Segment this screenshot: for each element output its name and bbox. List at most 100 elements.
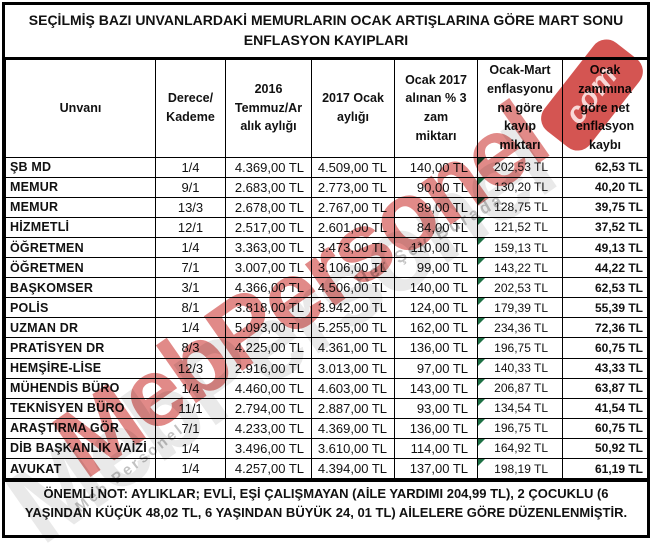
kayip-cell: 140,33 TL (477, 357, 563, 379)
derece-cell: 12/1 (155, 216, 226, 238)
excel-error-marker-icon (478, 157, 485, 165)
zam-cell: 84,00 TL (394, 216, 478, 238)
aylik-2017-cell: 2.887,00 TL (311, 397, 395, 419)
excel-error-marker-icon (478, 438, 485, 446)
aylik-2016-cell: 5.093,00 TL (225, 317, 312, 339)
aylik-2017-cell: 4.369,00 TL (311, 417, 395, 439)
net-kayip-cell: 43,33 TL (562, 357, 648, 379)
aylik-2016-cell: 4.257,00 TL (225, 457, 312, 480)
col-header-unvan: Unvanı (5, 58, 156, 158)
net-kayip-cell: 60,75 TL (562, 337, 648, 359)
kayip-cell: 202,53 TL (477, 277, 563, 299)
zam-cell: 124,00 TL (394, 297, 478, 319)
derece-cell: 9/1 (155, 176, 226, 198)
excel-error-marker-icon (478, 258, 485, 266)
unvan-cell: TEKNİSYEN BÜRO (5, 397, 156, 419)
header-row: Unvanı Derece/ Kademe 2016 Temmuz/Ar alı… (5, 58, 648, 158)
zam-cell: 97,00 TL (394, 357, 478, 379)
table-row: HEMŞİRE-LİSE 12/3 2.916,00 TL 3.013,00 TL 97… (5, 357, 648, 379)
table-row: AVUKAT 1/4 4.257,00 TL 4.394,00 TL 137,00 TL… (5, 457, 648, 480)
net-kayip-cell: 50,92 TL (562, 437, 648, 460)
net-kayip-cell: 44,22 TL (562, 257, 648, 279)
unvan-cell: BAŞKOMSER (5, 277, 156, 299)
aylik-2016-cell: 4.233,00 TL (225, 417, 312, 439)
derece-cell: 13/3 (155, 196, 226, 218)
net-kayip-cell: 40,20 TL (562, 176, 648, 198)
aylik-2016-cell: 2.916,00 TL (225, 357, 312, 379)
kayip-cell: 159,13 TL (477, 236, 563, 259)
table-row: DİB BAŞKANLIK VAİZİ 1/4 3.496,00 TL 3.610,0… (5, 437, 648, 460)
zam-cell: 136,00 TL (394, 417, 478, 439)
table-row: ÖĞRETMEN 1/4 3.363,00 TL 3.473,00 TL 110,00 … (5, 236, 648, 259)
kayip-cell: 134,54 TL (477, 397, 563, 419)
net-kayip-cell: 62,53 TL (562, 156, 648, 178)
derece-cell: 7/1 (155, 257, 226, 279)
excel-error-marker-icon (478, 318, 485, 326)
zam-cell: 90,00 TL (394, 176, 478, 198)
aylik-2016-cell: 4.225,00 TL (225, 337, 312, 359)
aylik-2017-cell: 2.773,00 TL (311, 176, 395, 198)
net-kayip-cell: 55,39 TL (562, 297, 648, 319)
kayip-cell: 196,75 TL (477, 337, 563, 359)
zam-cell: 110,00 TL (394, 236, 478, 259)
aylik-2017-cell: 5.255,00 TL (311, 317, 395, 339)
unvan-cell: POLİS (5, 297, 156, 319)
excel-error-marker-icon (478, 197, 485, 205)
excel-error-marker-icon (478, 459, 485, 466)
net-kayip-cell: 41,54 TL (562, 397, 648, 419)
table-row: POLİS 8/1 3.818,00 TL 3.942,00 TL 124,00 TL 1… (5, 297, 648, 319)
table-row: ARAŞTIRMA GÖR 7/1 4.233,00 TL 4.369,00 TL 13… (5, 417, 648, 439)
aylik-2017-cell: 2.767,00 TL (311, 196, 395, 218)
table-row: UZMAN DR 1/4 5.093,00 TL 5.255,00 TL 162,00 … (5, 317, 648, 339)
zam-cell: 114,00 TL (394, 437, 478, 460)
zam-cell: 93,00 TL (394, 397, 478, 419)
unvan-cell: HEMŞİRE-LİSE (5, 357, 156, 379)
zam-cell: 143,00 TL (394, 377, 478, 399)
aylik-2016-cell: 2.517,00 TL (225, 216, 312, 238)
excel-error-marker-icon (478, 237, 485, 245)
kayip-cell: 143,22 TL (477, 257, 563, 279)
table-row: ŞB MD 1/4 4.369,00 TL 4.509,00 TL 140,00 TL 2… (5, 156, 648, 178)
net-kayip-cell: 72,36 TL (562, 317, 648, 339)
aylik-2017-cell: 4.509,00 TL (311, 156, 395, 178)
table-frame: SEÇİLMİŞ BAZI UNVANLARDAKİ MEMURLARIN OC… (2, 2, 650, 538)
aylik-2017-cell: 4.394,00 TL (311, 457, 395, 480)
unvan-cell: ARAŞTIRMA GÖR (5, 417, 156, 439)
table-header: Unvanı Derece/ Kademe 2016 Temmuz/Ar alı… (5, 58, 648, 158)
aylik-2017-cell: 3.106,00 TL (311, 257, 395, 279)
aylik-2017-cell: 4.603,00 TL (311, 377, 395, 399)
aylik-2016-cell: 2.678,00 TL (225, 196, 312, 218)
aylik-2016-cell: 2.794,00 TL (225, 397, 312, 419)
excel-error-marker-icon (478, 278, 485, 286)
derece-cell: 7/1 (155, 417, 226, 439)
derece-cell: 1/4 (155, 437, 226, 460)
zam-cell: 136,00 TL (394, 337, 478, 359)
aylik-2017-cell: 3.473,00 TL (311, 236, 395, 259)
aylik-2017-cell: 2.601,00 TL (311, 216, 395, 238)
aylik-2017-cell: 4.361,00 TL (311, 337, 395, 359)
net-kayip-cell: 63,87 TL (562, 377, 648, 399)
derece-cell: 1/4 (155, 317, 226, 339)
col-header-derece: Derece/ Kademe (155, 58, 226, 158)
kayip-cell: 196,75 TL (477, 417, 563, 439)
table-row: MÜHENDİS BÜRO 1/4 4.460,00 TL 4.603,00 TL 14… (5, 377, 648, 399)
aylik-2016-cell: 4.460,00 TL (225, 377, 312, 399)
net-kayip-cell: 39,75 TL (562, 196, 648, 218)
zam-cell: 140,00 TL (394, 156, 478, 178)
aylik-2016-cell: 2.683,00 TL (225, 176, 312, 198)
kayip-cell: 206,87 TL (477, 377, 563, 399)
kayip-cell: 128,75 TL (477, 196, 563, 218)
table-title: SEÇİLMİŞ BAZI UNVANLARDAKİ MEMURLARIN OC… (5, 5, 647, 59)
aylik-2017-cell: 3.942,00 TL (311, 297, 395, 319)
derece-cell: 1/4 (155, 457, 226, 480)
col-header-net-kayip: Ocak zammına göre net enflasyon kaybı (562, 58, 648, 158)
net-kayip-cell: 61,19 TL (562, 457, 648, 480)
derece-cell: 1/4 (155, 236, 226, 259)
net-kayip-cell: 60,75 TL (562, 417, 648, 439)
kayip-cell: 202,53 TL (477, 156, 563, 178)
derece-cell: 1/4 (155, 156, 226, 178)
unvan-cell: AVUKAT (5, 457, 156, 480)
col-header-zam: Ocak 2017 alınan % 3 zam miktarı (394, 58, 478, 158)
kayip-cell: 130,20 TL (477, 176, 563, 198)
